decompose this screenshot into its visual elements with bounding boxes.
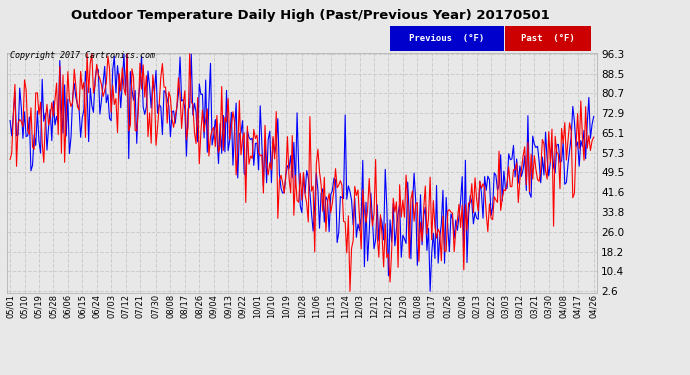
Text: Copyright 2017 Cartronics.com: Copyright 2017 Cartronics.com — [10, 51, 155, 60]
Bar — [390, 26, 504, 51]
Bar — [505, 26, 591, 51]
Text: Past  (°F): Past (°F) — [522, 34, 575, 43]
Text: Previous  (°F): Previous (°F) — [409, 34, 484, 43]
Text: Outdoor Temperature Daily High (Past/Previous Year) 20170501: Outdoor Temperature Daily High (Past/Pre… — [71, 9, 550, 22]
